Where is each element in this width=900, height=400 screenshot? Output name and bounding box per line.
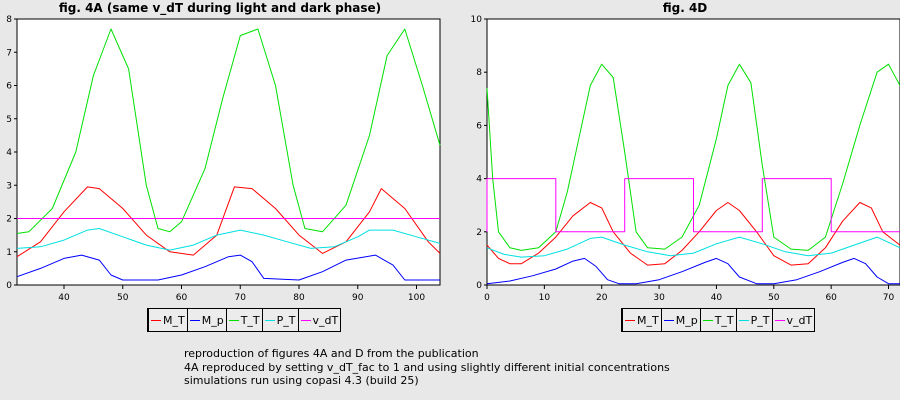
x-tick-label: 60 — [825, 293, 837, 303]
y-tick-label: 7 — [6, 48, 12, 58]
y-tick-label: 4 — [6, 148, 12, 158]
caption-line: 4A reproduced by setting v_dT_fac to 1 a… — [184, 360, 670, 374]
x-tick-label: 70 — [883, 293, 895, 303]
legend-swatch-m-t — [151, 319, 161, 321]
series-line-m-p — [486, 257, 900, 285]
legend-swatch-p-t — [264, 319, 275, 321]
x-tick-label: 70 — [235, 293, 247, 303]
x-tick-label: 40 — [711, 293, 723, 303]
chart-title-4a: fig. 4A (same v_dT during light and dark… — [58, 1, 382, 15]
legend-label-m-p: M_p — [201, 313, 224, 327]
series-line-m-t — [16, 186, 441, 258]
y-tick-label: 0 — [476, 281, 482, 291]
legend-label-m-t: M_T — [163, 313, 185, 327]
legend-item-m-t: M_T — [622, 309, 661, 331]
legend-label-t-t: T_T — [714, 313, 734, 327]
legend-swatch-p-t — [738, 319, 749, 321]
y-tick-label: 2 — [476, 228, 482, 238]
x-tick-label: 50 — [768, 293, 780, 303]
legend-swatch-v-dt — [300, 319, 311, 321]
caption-line: reproduction of figures 4A and D from th… — [184, 347, 479, 360]
legend-swatch-m-t — [625, 319, 635, 321]
y-tick-label: 2 — [6, 215, 12, 225]
y-tick-label: 4 — [476, 175, 482, 185]
x-tick-label: 100 — [408, 293, 425, 303]
x-tick-label: 10 — [539, 293, 551, 303]
legend-item-v-dt: v_dT — [297, 309, 341, 331]
legend-item-m-p: M_p — [660, 309, 700, 331]
legend-label-m-p: M_p — [675, 313, 698, 327]
legend-swatch-t-t — [228, 319, 239, 321]
legend-4d: M_T M_p T_T P_T v_dT — [621, 308, 816, 332]
legend-swatch-t-t — [702, 319, 713, 321]
x-tick-label: 80 — [293, 293, 305, 303]
x-tick-label: 20 — [596, 293, 608, 303]
x-tick-label: 30 — [653, 293, 665, 303]
series-line-t-t — [16, 28, 441, 234]
legend-swatch-m-p — [189, 319, 200, 321]
caption-notes: reproduction of figures 4A and D from th… — [184, 347, 670, 388]
legend-label-p-t: P_T — [750, 313, 770, 327]
legend-item-t-t: T_T — [225, 309, 262, 331]
y-tick-label: 5 — [6, 115, 12, 125]
legend-label-v-dt: v_dT — [312, 313, 339, 327]
legend-label-t-t: T_T — [240, 313, 260, 327]
y-tick-label: 6 — [476, 121, 482, 131]
y-tick-label: 10 — [471, 15, 483, 25]
x-tick-label: 90 — [352, 293, 364, 303]
plot-area-4a — [16, 18, 441, 286]
y-tick-label: 8 — [6, 15, 12, 25]
legend-item-m-p: M_p — [186, 309, 226, 331]
legend-4a: M_T M_p T_T P_T v_dT — [147, 308, 342, 332]
y-tick-label: 1 — [6, 248, 12, 258]
legend-item-p-t: P_T — [735, 309, 772, 331]
series-line-m-p — [16, 254, 440, 281]
y-tick-label: 8 — [476, 68, 482, 78]
legend-item-v-dt: v_dT — [771, 309, 815, 331]
legend-label-m-t: M_T — [637, 313, 659, 327]
x-tick-label: 50 — [117, 293, 129, 303]
y-tick-label: 0 — [6, 281, 12, 291]
series-line-p-t — [486, 236, 900, 258]
legend-item-m-t: M_T — [148, 309, 187, 331]
x-tick-label: 0 — [484, 293, 490, 303]
caption-line: simulations run using copasi 4.3 (build … — [184, 374, 419, 387]
legend-swatch-v-dt — [774, 319, 785, 321]
series-line-p-t — [16, 228, 441, 251]
x-tick-label: 60 — [176, 293, 188, 303]
series-line-v-dt — [486, 178, 900, 233]
legend-swatch-m-p — [663, 319, 674, 321]
legend-label-v-dt: v_dT — [786, 313, 813, 327]
series-line-t-t — [486, 63, 900, 251]
series-line-m-t — [486, 202, 900, 266]
legend-item-p-t: P_T — [261, 309, 298, 331]
legend-label-p-t: P_T — [276, 313, 296, 327]
legend-item-t-t: T_T — [699, 309, 736, 331]
y-tick-label: 3 — [6, 181, 12, 191]
chart-title-4d: fig. 4D — [662, 1, 708, 15]
y-tick-label: 6 — [6, 82, 12, 92]
x-tick-label: 40 — [58, 293, 70, 303]
plot-area-4d — [486, 18, 900, 286]
